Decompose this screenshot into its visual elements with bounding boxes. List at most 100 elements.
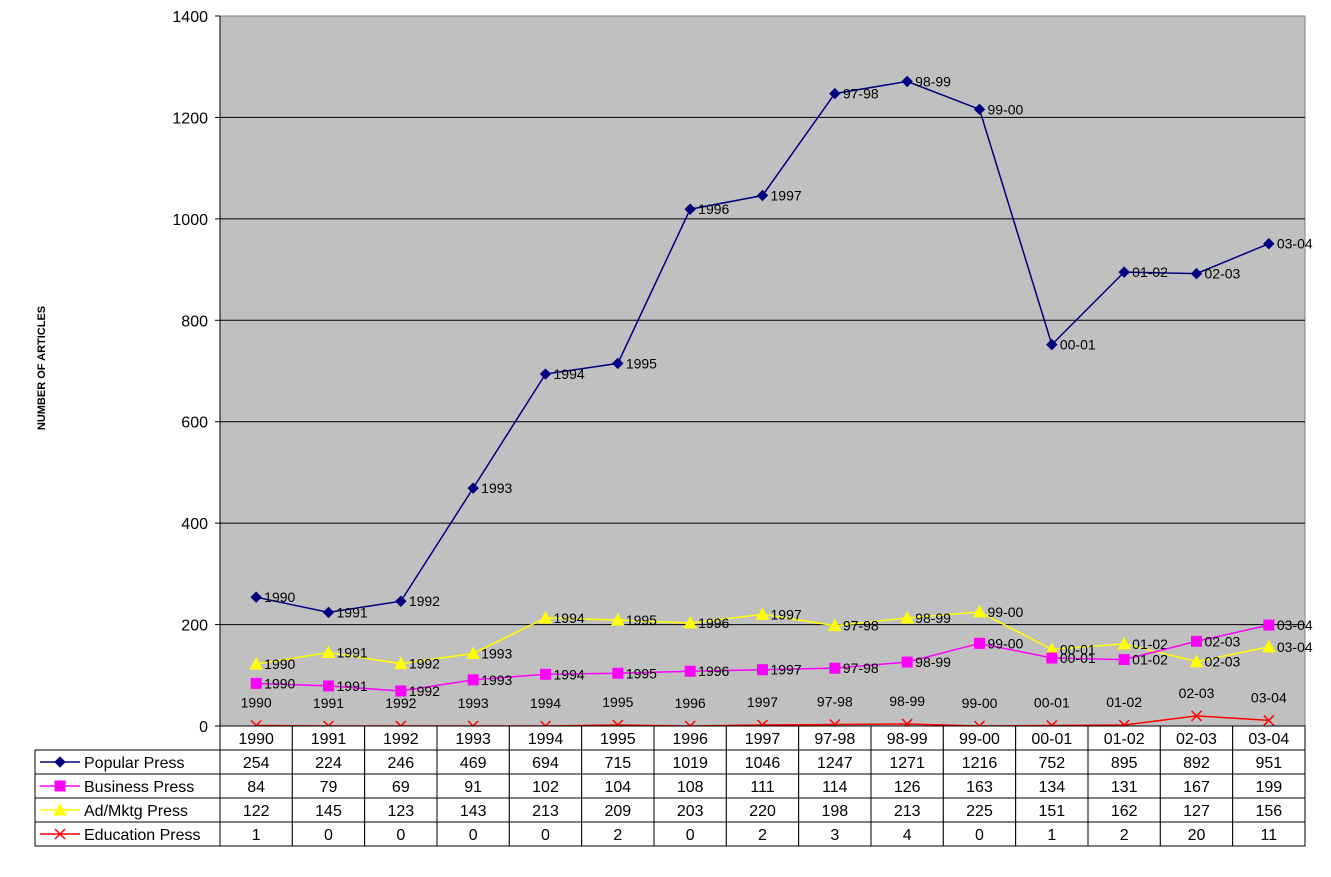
- data-label: 1991: [337, 678, 368, 694]
- table-header-label: 1993: [455, 731, 491, 748]
- data-point: [1118, 266, 1130, 278]
- data-point: [901, 656, 913, 668]
- data-point: [757, 664, 768, 676]
- table-cell: [870, 821, 944, 847]
- data-point: [1190, 710, 1203, 722]
- data-point: [322, 606, 335, 619]
- table-value: 127: [1183, 803, 1210, 820]
- y-tick-label: 600: [181, 415, 208, 432]
- data-label: 1993: [481, 672, 512, 688]
- data-point: [1190, 267, 1203, 280]
- table-cell: [653, 821, 727, 847]
- data-point: [250, 677, 262, 689]
- data-label: 98-99: [889, 693, 925, 709]
- data-label: 1993: [458, 695, 489, 711]
- y-axis-title: NUMBER OF ARTICLES: [36, 306, 48, 430]
- table-value: 213: [894, 803, 921, 820]
- table-cell: [1015, 797, 1089, 823]
- data-label: 1994: [530, 695, 561, 711]
- table-value: 1: [1047, 827, 1056, 844]
- table-cell: [581, 797, 655, 823]
- data-point: [393, 656, 408, 670]
- table-value: 131: [1111, 779, 1138, 796]
- table-value: 122: [243, 803, 270, 820]
- table-value: 126: [894, 779, 921, 796]
- data-point: [901, 75, 913, 88]
- table-cell: [508, 797, 583, 823]
- data-label: 97-98: [843, 660, 879, 676]
- table-value: 715: [604, 755, 631, 772]
- table-value: 91: [464, 779, 482, 796]
- data-point: [54, 828, 66, 840]
- data-point: [756, 189, 769, 202]
- table-value: 111: [750, 779, 774, 796]
- table-value: 209: [604, 803, 631, 820]
- table-value: 0: [396, 827, 405, 844]
- data-label: 1995: [626, 355, 657, 371]
- table-value: 145: [315, 803, 342, 820]
- table-value: 224: [315, 755, 342, 772]
- data-point: [610, 612, 625, 626]
- legend-label: Popular Press: [84, 755, 185, 772]
- data-point: [684, 203, 696, 215]
- data-label: 1995: [626, 612, 657, 628]
- data-label: 1996: [698, 201, 729, 217]
- data-point: [829, 662, 841, 674]
- data-label: 03-04: [1277, 236, 1313, 252]
- table-cell: [653, 773, 727, 799]
- data-label: 99-00: [988, 604, 1024, 620]
- data-point: [1263, 714, 1275, 726]
- data-label: 02-03: [1205, 266, 1241, 282]
- data-label: 97-98: [843, 86, 879, 102]
- table-value: 1: [252, 827, 261, 844]
- table-value: 123: [387, 803, 414, 820]
- table-cell: [291, 821, 366, 847]
- table-header-cell: [291, 725, 366, 751]
- data-point: [467, 482, 479, 494]
- data-point: [1191, 635, 1202, 647]
- data-label: 1990: [264, 656, 295, 672]
- data-point: [900, 610, 915, 624]
- legend-label: Ad/Mktg Press: [84, 803, 188, 820]
- table-value: 79: [320, 779, 338, 796]
- y-tick-label: 400: [181, 516, 208, 533]
- table-cell: [219, 749, 293, 775]
- table-value: 0: [541, 827, 550, 844]
- data-label: 1993: [481, 645, 512, 661]
- data-point: [974, 637, 985, 649]
- data-label: 1995: [602, 694, 633, 710]
- data-point-stroke: [54, 828, 66, 840]
- data-label: 1996: [698, 663, 729, 679]
- data-label: 1991: [337, 604, 368, 620]
- data-label: 01-02: [1106, 694, 1142, 710]
- data-point: [755, 607, 770, 620]
- table-header-label: 97-98: [814, 731, 855, 748]
- table-cell: [1087, 821, 1161, 847]
- table-value: 0: [469, 827, 478, 844]
- table-header-label: 01-02: [1104, 731, 1145, 748]
- data-point: [250, 591, 262, 603]
- data-point: [54, 780, 66, 792]
- legend-label: Education Press: [84, 827, 201, 844]
- data-point: [684, 665, 696, 677]
- data-label: 1997: [747, 694, 778, 710]
- table-value: 2: [1120, 827, 1129, 844]
- data-point: [1263, 238, 1275, 250]
- series-popular-press: 1990 1991 1992 1993 1994 1995 1996 1997 97-98 98-…: [250, 73, 1313, 620]
- data-label: 1997: [771, 188, 802, 204]
- table-value: 4: [903, 827, 912, 844]
- data-label: 1992: [385, 695, 416, 711]
- table-header-cell: [870, 725, 944, 751]
- table-header-label: 00-01: [1031, 731, 1072, 748]
- data-label: 1994: [554, 366, 585, 382]
- table-value: 134: [1038, 779, 1065, 796]
- table-value: 469: [460, 755, 487, 772]
- table-value: 143: [460, 803, 487, 820]
- data-point: [1118, 654, 1130, 666]
- table-value: 1216: [962, 755, 998, 772]
- table-cell: [219, 797, 293, 823]
- data-point: [1046, 338, 1058, 351]
- data-point: [53, 802, 67, 816]
- table-cell: [364, 821, 438, 847]
- table-value: 752: [1038, 755, 1065, 772]
